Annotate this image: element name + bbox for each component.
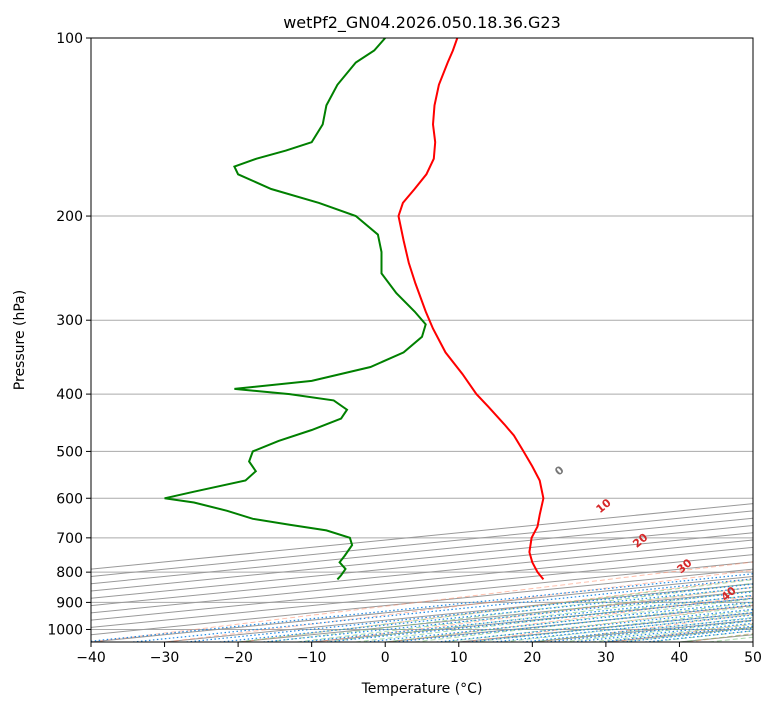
x-tick-label: 50 bbox=[744, 650, 762, 666]
mixing-ratio-line bbox=[436, 608, 753, 642]
mixing-ratio-line bbox=[394, 604, 753, 642]
y-tick-label: 300 bbox=[56, 313, 83, 329]
isotherm-line bbox=[91, 539, 753, 607]
sounding-profiles bbox=[164, 38, 545, 581]
isotherm-line bbox=[91, 524, 753, 592]
y-tick-label: 400 bbox=[56, 387, 83, 403]
dry-adiabat-line bbox=[166, 569, 753, 642]
y-axis-label: Pressure (hPa) bbox=[12, 290, 28, 390]
chart-title: wetPf2_GN04.2026.050.18.36.G23 bbox=[283, 13, 561, 33]
temperature-profile bbox=[397, 38, 545, 581]
isotherm-line bbox=[91, 510, 753, 577]
y-axis-ticks: 100 200 300 400 500 600 700 800 900 1000 bbox=[47, 31, 91, 638]
x-tick-label: 40 bbox=[671, 650, 689, 666]
mixing-ratio-line bbox=[467, 611, 753, 642]
y-tick-label: 200 bbox=[56, 209, 83, 225]
isotherm-line bbox=[91, 517, 753, 585]
dewpoint-profile bbox=[164, 38, 427, 581]
x-tick-label: −40 bbox=[76, 650, 106, 666]
moist-adiabat-line bbox=[385, 598, 753, 642]
y-tick-label: 600 bbox=[56, 491, 83, 507]
x-tick-label: −30 bbox=[150, 650, 180, 666]
y-tick-label: 100 bbox=[56, 31, 83, 47]
dry-adiabat-line bbox=[315, 586, 753, 642]
x-tick-label: 30 bbox=[597, 650, 615, 666]
x-tick-label: 20 bbox=[523, 650, 541, 666]
x-tick-label: 10 bbox=[450, 650, 468, 666]
isotherm-gridlines bbox=[91, 503, 753, 642]
y-tick-label: 900 bbox=[56, 595, 83, 611]
x-tick-label: −10 bbox=[297, 650, 327, 666]
x-axis-label: Temperature (°C) bbox=[361, 681, 483, 697]
x-tick-label: −20 bbox=[223, 650, 253, 666]
y-tick-label: 700 bbox=[56, 531, 83, 547]
y-tick-label: 1000 bbox=[47, 622, 83, 638]
x-axis-ticks: −40 −30 −20 −10 0 10 20 30 40 50 bbox=[76, 642, 762, 666]
y-tick-label: 500 bbox=[56, 444, 83, 460]
mixing-ratio-lines bbox=[91, 573, 753, 642]
mixing-ratio-line bbox=[365, 601, 753, 642]
dry-adiabat-line bbox=[91, 561, 753, 642]
isotherm-line bbox=[91, 503, 753, 570]
plot-frame bbox=[90, 37, 754, 643]
isotherm-line bbox=[91, 532, 753, 599]
dry-adiabats bbox=[91, 561, 753, 642]
x-tick-label: 0 bbox=[381, 650, 390, 666]
y-tick-label: 800 bbox=[56, 565, 83, 581]
